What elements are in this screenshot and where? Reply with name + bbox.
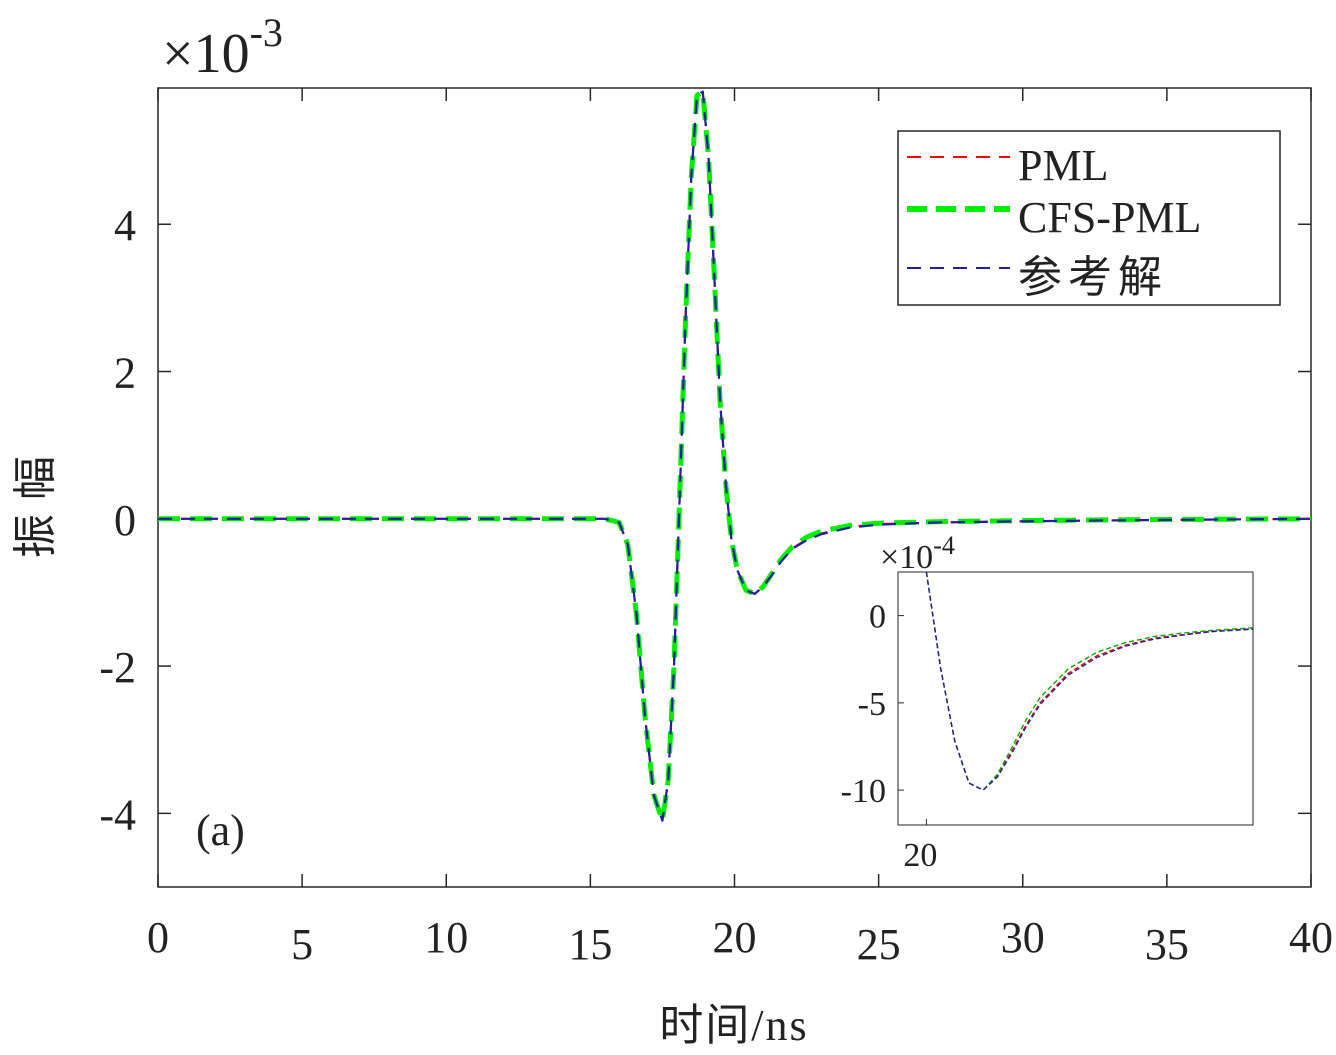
legend: PML CFS-PML 参考解 [897, 130, 1281, 306]
y-axis-title: 振幅 [11, 442, 60, 558]
x-axis-title: 时间/ns [659, 1001, 808, 1050]
inset-y-tick-label: 0 [869, 599, 886, 636]
x-tick-label: 10 [424, 913, 468, 962]
inset-exponent-label: ×10-4 [880, 531, 955, 576]
exponent-label: ×10-3 [162, 10, 283, 85]
y-tick-label: 2 [114, 349, 136, 398]
x-tick-label: 30 [1001, 913, 1045, 962]
legend-box [897, 130, 1281, 306]
x-tick-label: 25 [857, 920, 901, 969]
inset-y-tick-label: -5 [858, 686, 886, 723]
inset-plot: 20 -10 -5 0 ×10-4 [841, 531, 1254, 874]
legend-entry-reference: 参考解 [1018, 253, 1168, 302]
inset-axis-ticks: 20 -10 -5 0 [841, 599, 938, 874]
inset-plot-area [897, 571, 1254, 826]
legend-entry-pml: PML [1018, 141, 1108, 190]
x-tick-label: 20 [713, 913, 757, 962]
inset-series-line-2 [925, 572, 1253, 791]
inset-series-group [925, 572, 1253, 791]
legend-entry-cfs-pml: CFS-PML [1018, 193, 1201, 242]
x-tick-label: 15 [568, 920, 612, 969]
main-axis-ticks: 0 5 10 15 20 25 30 35 40 -4 -2 0 2 4 [99, 88, 1333, 969]
series-line-2 [158, 90, 1312, 822]
y-tick-label: 0 [114, 496, 136, 545]
inset-y-tick-label: -10 [841, 773, 886, 810]
inset-x-tick-label: 20 [903, 837, 937, 874]
x-tick-label: 40 [1289, 913, 1333, 962]
panel-label: (a) [196, 806, 245, 855]
main-series-group [158, 89, 1312, 824]
y-tick-label: 4 [114, 201, 136, 250]
y-tick-label: -4 [99, 790, 136, 839]
y-tick-label: -2 [99, 643, 136, 692]
x-tick-label: 35 [1145, 920, 1189, 969]
x-tick-label: 5 [291, 920, 313, 969]
x-tick-label: 0 [147, 913, 169, 962]
